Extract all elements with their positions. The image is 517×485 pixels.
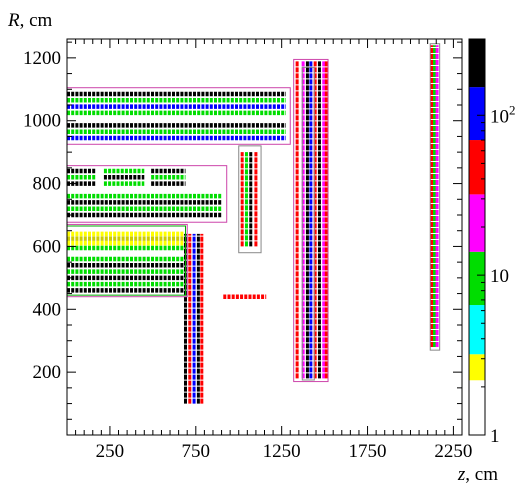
x-axis-var: z (457, 464, 466, 485)
axis-ticks: 250 750 1250 1750 2250 200 400 600 800 1000 1200 (23, 39, 472, 462)
x-tick-label: 1250 (263, 441, 301, 462)
data-bands (67, 45, 439, 404)
colorbar: 1 10 102 (468, 38, 516, 447)
y-tick-label: 600 (33, 236, 62, 257)
outline-inner-endcap-a (238, 145, 262, 254)
outline-outer-endcap-a (293, 58, 329, 383)
x-tick-label: 2250 (434, 441, 472, 462)
outline-outer-endcap-b (429, 43, 441, 351)
colorbar-level (469, 251, 485, 306)
y-tick-label: 1200 (23, 48, 61, 69)
y-tick-label: 400 (33, 299, 62, 320)
x-axis-title: z, cm (457, 464, 498, 485)
colorbar-tick-label: 102 (490, 102, 516, 127)
colorbar-tick-label: 10 (490, 266, 509, 287)
outline-outer-endcap-a-inner (301, 66, 315, 381)
colorbar-level (469, 140, 485, 195)
x-axis-unit: , cm (465, 464, 498, 485)
colorbar-level (469, 194, 485, 252)
colorbar-level (469, 39, 485, 88)
y-axis-var: R (7, 10, 20, 31)
colorbar-level (469, 305, 485, 355)
x-tick-label: 250 (96, 441, 125, 462)
y-tick-label: 800 (33, 174, 62, 195)
y-tick-label: 1000 (23, 111, 61, 132)
x-tick-label: 750 (182, 441, 211, 462)
colorbar-level (469, 354, 485, 381)
y-axis-unit: , cm (20, 10, 53, 31)
y-axis-title: R, cm (7, 10, 53, 31)
colorbar-tick-label: 1 (490, 426, 500, 447)
y-tick-label: 200 (33, 362, 62, 383)
colorbar-level (469, 87, 485, 141)
colorbar-level (469, 380, 485, 435)
x-tick-label: 1750 (349, 441, 387, 462)
